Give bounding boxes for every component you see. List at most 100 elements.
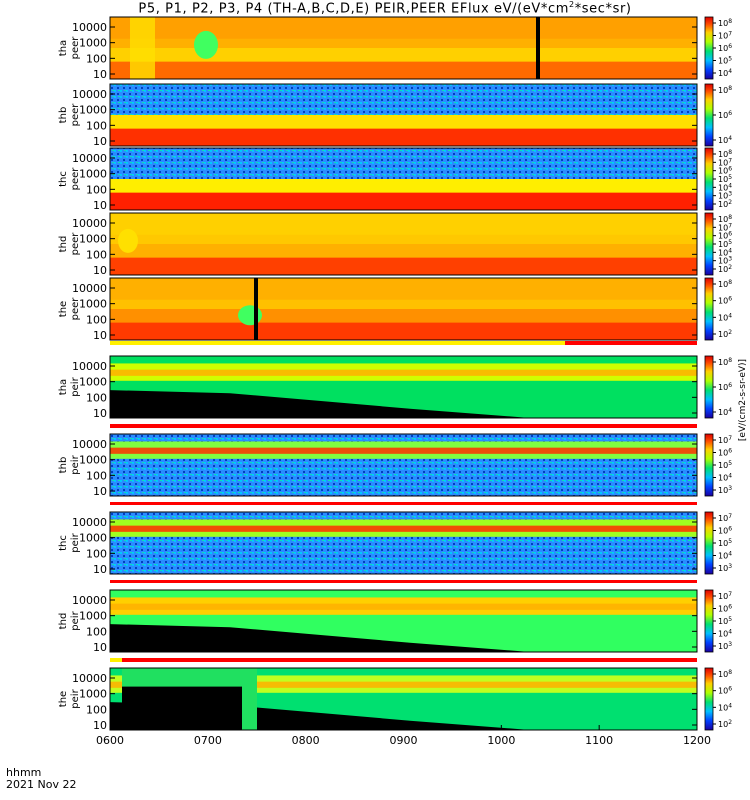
y-tick-label: 1000 (79, 454, 107, 467)
panel-probe-label: tha (58, 379, 69, 395)
colorbar-tick-label: 106 (718, 110, 732, 120)
y-tick-label: 100 (86, 547, 107, 560)
x-tick-label: 1000 (487, 734, 515, 747)
panel-probe-label: thb (58, 107, 69, 124)
colorbar-tick-label: 108 (718, 85, 732, 95)
panel-product-label: peir (70, 610, 81, 630)
colorbar (704, 147, 714, 211)
colorbar-tick-label: 104 (718, 247, 732, 257)
colorbar (704, 667, 714, 731)
colorbar-tick-label: 108 (718, 18, 732, 28)
colorbar-tick-label: 102 (718, 264, 732, 274)
y-tick-label: 100 (86, 391, 107, 404)
x-tick-label: 1100 (585, 734, 613, 747)
colorbar-tick-label: 108 (718, 214, 732, 224)
colorbar-tick-label: 103 (718, 563, 732, 573)
panel-probe-label: the (58, 691, 69, 707)
panel-product-label: peir (70, 532, 81, 552)
colorbar-tick-label: 102 (718, 329, 732, 339)
colorbar-tick-label: 104 (718, 182, 732, 192)
colorbar-tick-label: 107 (718, 157, 732, 167)
colorbar-tick-label: 106 (718, 686, 732, 696)
x-tick-label: 0600 (96, 734, 124, 747)
y-tick-label: 10000 (72, 438, 107, 451)
colorbar-tick-label: 104 (718, 473, 732, 483)
colorbar-tick-label: 103 (718, 191, 732, 201)
panel-product-label: peer (70, 167, 81, 191)
panel-probe-label: the (58, 301, 69, 317)
colorbar-tick-label: 104 (718, 551, 732, 561)
status-bar (110, 580, 697, 583)
colorbar-tick-label: 106 (718, 448, 732, 458)
colorbar-tick-label: 105 (718, 538, 732, 548)
panel-probe-label: thc (58, 171, 69, 187)
status-bar (122, 658, 697, 662)
colorbar-tick-label: 107 (718, 435, 732, 445)
y-tick-label: 10000 (72, 217, 107, 230)
colorbar-tick-label: 104 (718, 629, 732, 639)
y-tick-label: 10 (93, 329, 107, 342)
colorbar-tick-label: 102 (718, 199, 732, 209)
x-tick-label: 0800 (292, 734, 320, 747)
y-tick-label: 10 (93, 563, 107, 576)
y-tick-label: 100 (86, 248, 107, 261)
colorbar-tick-label: 106 (718, 166, 732, 176)
colorbar-tick-label: 104 (718, 312, 732, 322)
y-tick-label: 10000 (72, 672, 107, 685)
x-tick-label: 1200 (683, 734, 711, 747)
y-tick-label: 10000 (72, 516, 107, 529)
y-tick-label: 100 (86, 119, 107, 132)
status-bar (110, 424, 697, 428)
y-tick-label: 1000 (79, 233, 107, 246)
x-tick-label: 0900 (390, 734, 418, 747)
colorbar-tick-label: 107 (718, 222, 732, 232)
colorbar-tick-label: 106 (718, 296, 732, 306)
colorbar-tick-label: 104 (718, 407, 732, 417)
time-axis-label: hhmm (6, 766, 42, 779)
panel-probe-label: thd (58, 613, 69, 630)
date-label: 2021 Nov 22 (6, 778, 77, 791)
colorbar-tick-label: 103 (718, 256, 732, 266)
y-tick-label: 10 (93, 641, 107, 654)
colorbar-tick-label: 104 (718, 135, 732, 145)
status-bar (565, 341, 697, 345)
y-tick-label: 1000 (79, 37, 107, 50)
colorbar-tick-label: 105 (718, 460, 732, 470)
chart-title: P5, P1, P2, P3, P4 (TH-A,B,C,D,E) PEIR,P… (138, 0, 632, 17)
colorbar-units-label: [eV/(cm2-s-sr-eV)] (738, 359, 748, 441)
panel-product-label: peer (70, 232, 81, 256)
colorbar-tick-label: 106 (718, 604, 732, 614)
y-tick-label: 10000 (72, 88, 107, 101)
colorbar-tick-label: 103 (718, 641, 732, 651)
y-tick-label: 1000 (79, 532, 107, 545)
panel-probe-label: thd (58, 236, 69, 253)
y-tick-label: 10 (93, 135, 107, 148)
y-tick-label: 100 (86, 469, 107, 482)
y-tick-label: 10000 (72, 152, 107, 165)
y-tick-label: 1000 (79, 104, 107, 117)
colorbar-tick-label: 103 (718, 485, 732, 495)
y-tick-label: 1000 (79, 376, 107, 389)
panel-probe-label: tha (58, 40, 69, 56)
colorbar (704, 277, 714, 341)
y-tick-label: 10 (93, 407, 107, 420)
y-tick-label: 1000 (79, 688, 107, 701)
y-tick-label: 10 (93, 485, 107, 498)
colorbar-tick-label: 108 (718, 149, 732, 159)
status-bar (110, 502, 697, 505)
y-tick-label: 10000 (72, 594, 107, 607)
panel-probe-label: thc (58, 535, 69, 551)
colorbar-tick-label: 108 (718, 357, 732, 367)
y-tick-label: 10000 (72, 282, 107, 295)
colorbar (704, 83, 714, 147)
colorbar-tick-label: 106 (718, 231, 732, 241)
